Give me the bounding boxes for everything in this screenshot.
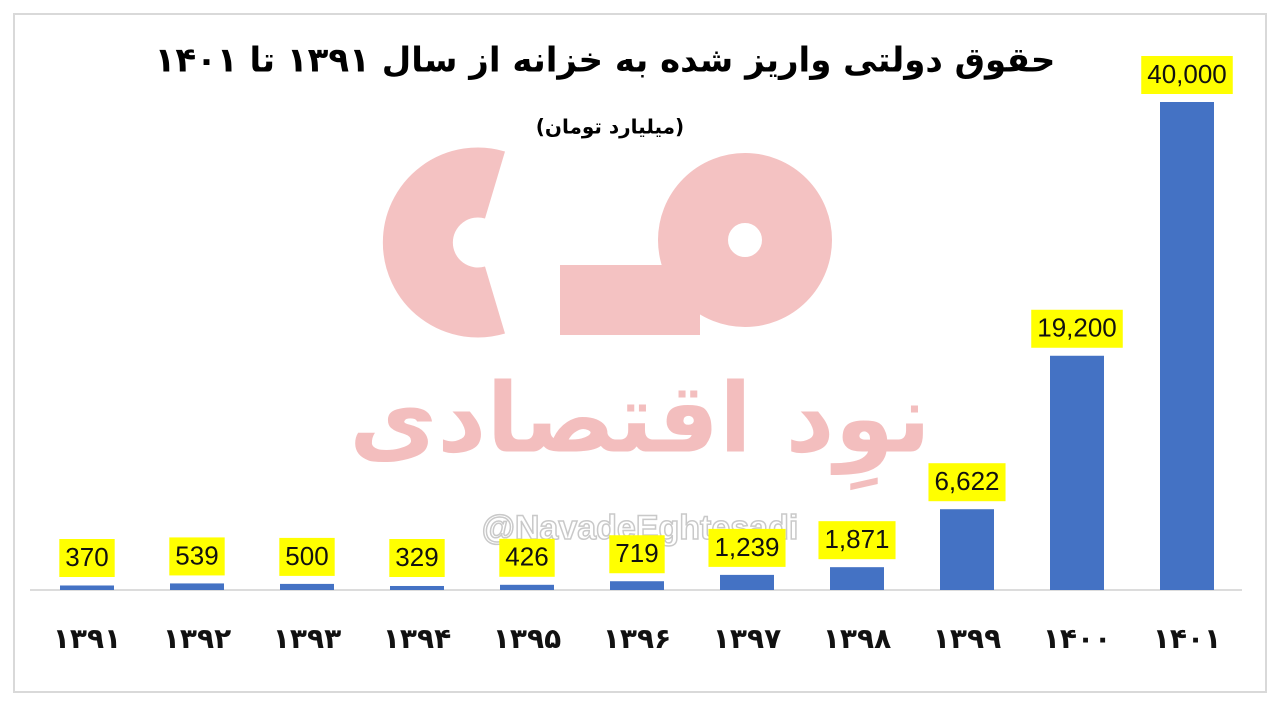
bar bbox=[280, 583, 334, 590]
value-label-bg bbox=[59, 539, 115, 577]
bar bbox=[500, 584, 554, 590]
x-tick-label: ۱۳۹۳ bbox=[273, 622, 341, 655]
x-tick-label: ۱۳۹۴ bbox=[383, 622, 451, 655]
value-label-bg bbox=[279, 537, 335, 576]
x-tick-label: ۱۴۰۰ bbox=[1043, 622, 1111, 655]
bar bbox=[170, 583, 224, 590]
logo bbox=[382, 147, 832, 338]
x-tick-label: ۱۳۹۱ bbox=[53, 622, 121, 655]
bar bbox=[610, 581, 664, 590]
x-tick-label: ۱۳۹۷ bbox=[713, 622, 781, 655]
x-tick-label: ۱۳۹۹ bbox=[933, 622, 1001, 655]
x-tick-label: ۱۳۹۵ bbox=[493, 622, 561, 655]
x-tick-label: ۱۴۰۱ bbox=[1153, 622, 1221, 655]
value-label-bg bbox=[389, 539, 445, 577]
value-label: 500 bbox=[285, 541, 328, 571]
value-label-bg bbox=[1141, 56, 1233, 94]
value-label-bg bbox=[169, 537, 225, 576]
value-label-bg bbox=[1031, 309, 1123, 348]
bar bbox=[1050, 355, 1104, 590]
x-tick-label: ۱۳۹۶ bbox=[603, 622, 671, 655]
x-tick-label: ۱۳۹۸ bbox=[823, 622, 891, 655]
bar bbox=[940, 509, 994, 590]
bar bbox=[390, 585, 444, 590]
value-label: 539 bbox=[175, 540, 218, 570]
chart-subtitle: (میلیارد تومان) bbox=[536, 115, 684, 139]
chart-title: حقوق دولتی واریز شده به خزانه از سال ۱۳۹… bbox=[155, 41, 1056, 81]
bar bbox=[60, 585, 114, 590]
value-label: 1,871 bbox=[824, 524, 889, 554]
value-label-bg bbox=[609, 535, 665, 574]
value-label: 40,000 bbox=[1147, 59, 1227, 89]
value-label: 329 bbox=[395, 542, 438, 572]
x-tick-label: ۱۳۹۲ bbox=[163, 622, 231, 655]
value-label: 719 bbox=[615, 538, 658, 568]
value-label: 370 bbox=[65, 542, 108, 572]
value-label-bg bbox=[818, 521, 896, 560]
value-label: 426 bbox=[505, 542, 548, 572]
value-label: 1,239 bbox=[714, 532, 779, 562]
value-label-bg bbox=[499, 538, 555, 577]
value-label: 6,622 bbox=[934, 466, 999, 496]
bar bbox=[1160, 102, 1214, 590]
bar bbox=[720, 574, 774, 590]
value-label-bg bbox=[708, 528, 786, 567]
watermark: نوِد اقتصادی bbox=[349, 362, 931, 491]
value-label: 19,200 bbox=[1037, 313, 1117, 343]
value-label-bg bbox=[928, 463, 1006, 502]
bar bbox=[830, 567, 884, 590]
